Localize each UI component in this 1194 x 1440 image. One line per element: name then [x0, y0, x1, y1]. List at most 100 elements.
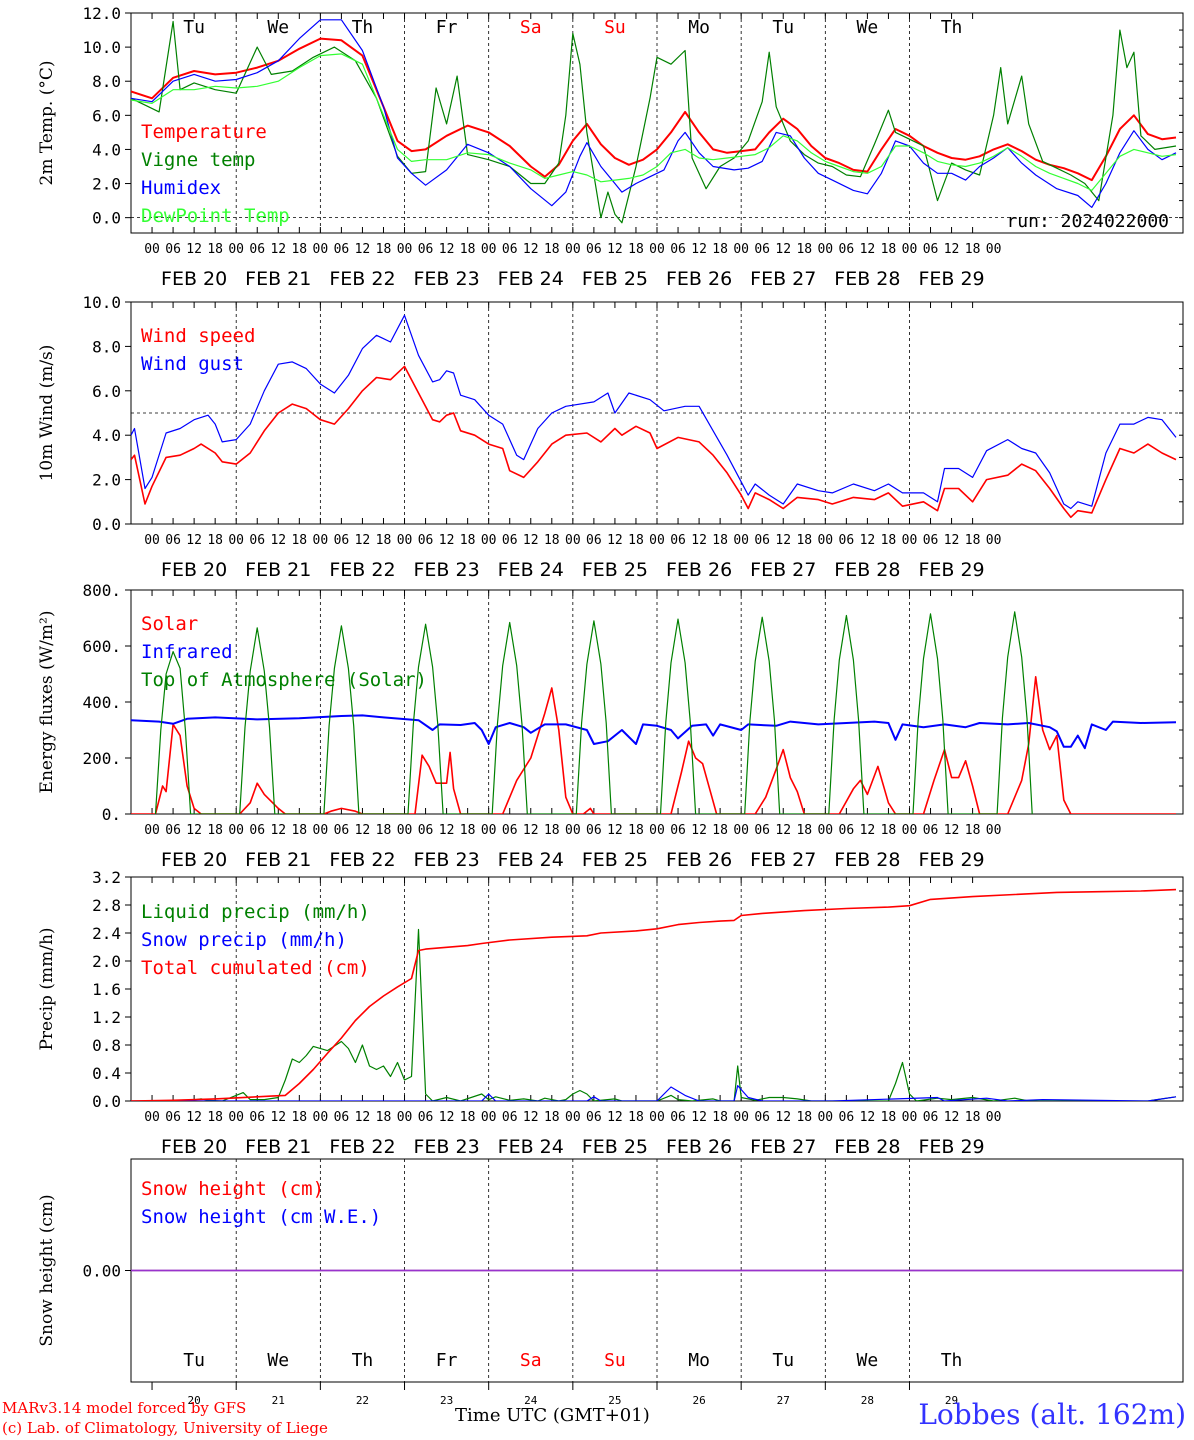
- series-line-temperature: [131, 37, 1177, 182]
- date-label: FEB 23: [414, 1136, 480, 1158]
- x-tick-label: 18: [376, 1110, 392, 1125]
- x-tick-label: 12: [775, 1110, 791, 1125]
- x-tick-label: 06: [586, 242, 602, 257]
- x-tick-label: 12: [523, 1110, 539, 1125]
- panel-2: 0.0 2.0 4.0 6.0 8.0 10.0 10m Wind (m/s) 00 06 12 1…: [37, 293, 1184, 581]
- x-tick-label: 06: [502, 1110, 518, 1125]
- legend-entry: Snow height (cm): [141, 1178, 324, 1200]
- weekday-label: Th: [941, 1350, 963, 1371]
- x-tick-label: 12: [355, 1110, 371, 1125]
- x-tick-label: 18: [965, 823, 981, 838]
- x-tick-label: 00: [313, 242, 329, 257]
- y-tick-label: 0.0: [92, 515, 121, 534]
- x-tick-label: 18: [376, 242, 392, 257]
- x-tick-label: 06: [334, 823, 350, 838]
- weekday-label: Fr: [436, 17, 458, 38]
- x-tick-label: 12: [355, 823, 371, 838]
- legend-entry: Temperature: [141, 121, 267, 143]
- x-tick-label: 12: [439, 242, 455, 257]
- date-label: FEB 23: [414, 559, 480, 581]
- x-tick-label: 12: [186, 823, 202, 838]
- date-label: FEB 20: [161, 559, 227, 581]
- date-label: FEB 20: [161, 1136, 227, 1158]
- x-tick-label: 18: [796, 1110, 812, 1125]
- date-label: FEB 21: [245, 268, 311, 290]
- x-tick-label: 12: [186, 242, 202, 257]
- x-tick-label: 06: [334, 1110, 350, 1125]
- x-tick-label: 12: [270, 533, 286, 548]
- date-label: FEB 22: [329, 559, 395, 581]
- x-tick-label: 18: [796, 242, 812, 257]
- date-label: FEB 20: [161, 268, 227, 290]
- y-axis-label: Snow height (cm): [37, 1194, 57, 1346]
- x-tick-label: 00: [902, 1110, 918, 1125]
- date-label: FEB 29: [918, 849, 984, 871]
- x-tick-label: 00: [733, 242, 749, 257]
- weekday-label: Sa: [520, 1350, 542, 1371]
- date-label: FEB 27: [750, 849, 816, 871]
- x-tick-label: 12: [523, 533, 539, 548]
- weekday-label: We: [267, 1350, 289, 1371]
- day-number: 25: [608, 1394, 621, 1407]
- date-label: FEB 22: [329, 1136, 395, 1158]
- y-tick-label: 2.0: [92, 952, 121, 971]
- x-tick-label: 06: [249, 533, 265, 548]
- y-tick-label: 8.0: [92, 337, 121, 356]
- y-tick-label: 8.0: [92, 72, 121, 91]
- x-tick-label: 12: [270, 823, 286, 838]
- x-tick-label: 18: [376, 823, 392, 838]
- day-number: 24: [524, 1394, 538, 1407]
- x-tick-label: 00: [986, 533, 1002, 548]
- run-annotation: run: 2024022000: [1006, 211, 1169, 232]
- x-tick-label: 00: [986, 823, 1002, 838]
- x-tick-label: 18: [796, 823, 812, 838]
- y-tick-label: 0.00: [82, 1262, 121, 1281]
- legend-entry: Total cumulated (cm): [141, 957, 370, 979]
- x-tick-label: 18: [712, 823, 728, 838]
- x-tick-label: 06: [334, 242, 350, 257]
- legend-entry: Solar: [141, 613, 198, 635]
- x-tick-label: 00: [313, 1110, 329, 1125]
- date-label: FEB 29: [918, 559, 984, 581]
- date-label: FEB 22: [329, 268, 395, 290]
- date-label: FEB 27: [750, 559, 816, 581]
- series-line-top-of-atmosphere-solar: [154, 611, 1033, 814]
- x-tick-label: 12: [607, 533, 623, 548]
- x-tick-label: 00: [228, 242, 244, 257]
- x-tick-label: 06: [249, 823, 265, 838]
- x-tick-label: 00: [733, 823, 749, 838]
- x-tick-label: 06: [586, 533, 602, 548]
- x-tick-label: 18: [460, 533, 476, 548]
- x-tick-label: 00: [649, 823, 665, 838]
- x-tick-label: 12: [439, 1110, 455, 1125]
- x-tick-label: 00: [144, 533, 160, 548]
- x-tick-label: 06: [165, 823, 181, 838]
- x-tick-label: 18: [544, 533, 560, 548]
- legend-entry: Snow height (cm W.E.): [141, 1206, 381, 1228]
- x-tick-label: 06: [418, 242, 434, 257]
- y-axis-label: Precip (mm/h): [37, 927, 57, 1050]
- model-credit-line: MARv3.14 model forced by GFS: [2, 1399, 247, 1417]
- day-number: 20: [187, 1394, 200, 1407]
- x-tick-label: 00: [144, 1110, 160, 1125]
- x-tick-label: 06: [839, 242, 855, 257]
- legend-entry: Wind gust: [141, 353, 244, 375]
- weekday-label: Mo: [688, 17, 710, 38]
- x-tick-label: 12: [944, 242, 960, 257]
- lab-credit-line: (c) Lab. of Climatology, University of L…: [2, 1419, 328, 1437]
- date-label: FEB 21: [245, 849, 311, 871]
- weekday-label: Tu: [183, 1350, 205, 1371]
- y-tick-label: 200.: [82, 749, 121, 768]
- legend-entry: Wind speed: [141, 325, 255, 347]
- x-tick-label: 18: [712, 242, 728, 257]
- x-tick-label: 00: [313, 533, 329, 548]
- y-tick-label: 6.0: [92, 382, 121, 401]
- x-tick-label: 18: [291, 1110, 307, 1125]
- x-tick-label: 00: [733, 1110, 749, 1125]
- x-tick-label: 18: [712, 533, 728, 548]
- date-label: FEB 26: [666, 559, 732, 581]
- x-axis-title: Time UTC (GMT+01): [455, 1405, 650, 1426]
- x-tick-label: 18: [291, 242, 307, 257]
- date-label: FEB 26: [666, 268, 732, 290]
